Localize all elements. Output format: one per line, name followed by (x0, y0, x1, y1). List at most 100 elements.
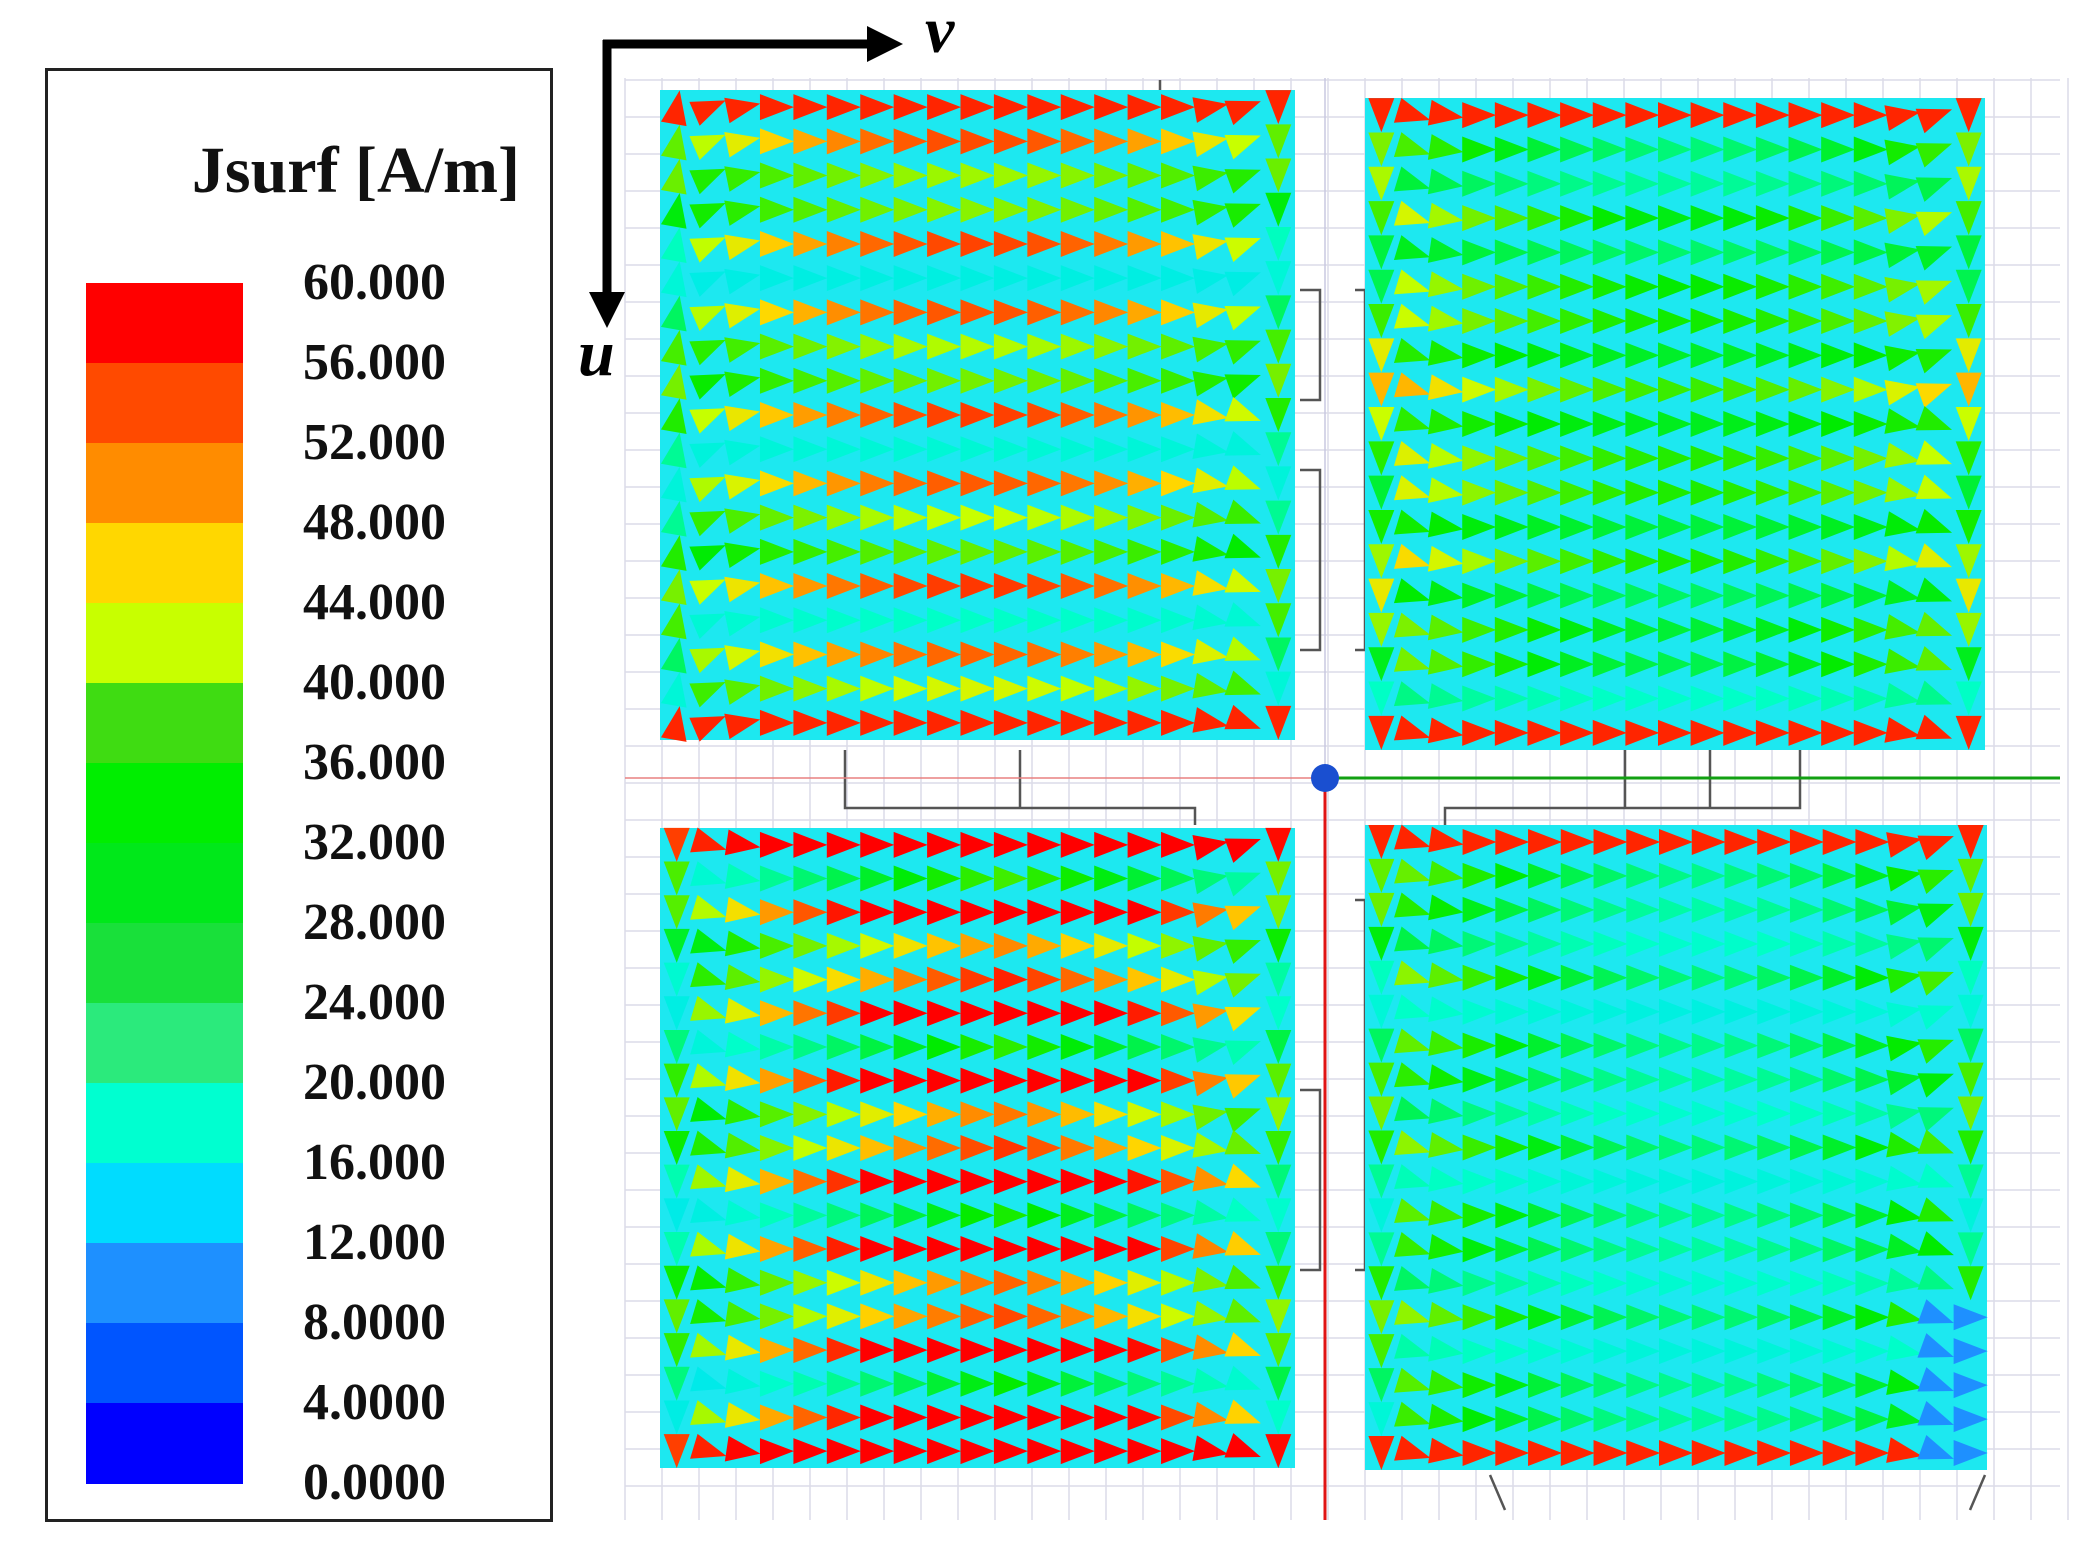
current-arrow (1560, 170, 1595, 197)
current-arrow (1884, 379, 1921, 406)
current-arrow (1593, 1202, 1628, 1229)
current-arrow (927, 1135, 962, 1161)
legend-color-band (86, 683, 243, 764)
current-arrow (1192, 1334, 1229, 1360)
current-arrow (1755, 685, 1790, 712)
current-arrow (1224, 1006, 1261, 1032)
current-arrow (1192, 672, 1229, 699)
current-arrow (993, 966, 1028, 993)
current-arrow (1560, 376, 1595, 403)
current-arrow (689, 305, 726, 332)
current-arrow (1691, 930, 1726, 957)
current-arrow (1161, 1303, 1196, 1330)
current-arrow (793, 1033, 828, 1060)
current-arrow (893, 1370, 928, 1397)
current-arrow (1368, 960, 1395, 995)
current-arrow (1625, 651, 1660, 678)
current-arrow (663, 1333, 690, 1368)
legend-color-band (86, 843, 243, 924)
current-arrow (893, 1404, 928, 1431)
current-arrow (1494, 102, 1529, 129)
current-arrow (1528, 1134, 1563, 1161)
current-arrow (793, 1236, 828, 1263)
current-arrow (1957, 1198, 1984, 1233)
current-arrow (1821, 445, 1856, 472)
current-arrow (1060, 1236, 1095, 1263)
current-arrow (689, 374, 726, 400)
current-arrow (826, 1438, 861, 1465)
current-arrow (1626, 1270, 1661, 1297)
current-arrow (1495, 930, 1530, 957)
current-arrow (1560, 102, 1595, 129)
current-arrow (1789, 1236, 1824, 1263)
current-arrow (1757, 1440, 1792, 1467)
current-arrow (826, 299, 861, 326)
current-arrow (826, 1067, 861, 1094)
current-arrow (1822, 1440, 1857, 1467)
current-arrow (1886, 1335, 1922, 1362)
current-arrow (1593, 1372, 1628, 1399)
feed-line (1968, 1474, 1987, 1511)
current-arrow (1224, 602, 1261, 627)
current-arrow (1593, 1066, 1628, 1093)
current-arrow (1527, 273, 1562, 300)
current-arrow (1789, 1372, 1824, 1399)
current-arrow (759, 573, 794, 600)
current-arrow (1723, 616, 1758, 643)
current-arrow (1626, 1372, 1661, 1399)
current-arrow (1593, 964, 1628, 991)
current-arrow (893, 899, 928, 926)
current-arrow (1127, 865, 1162, 892)
current-arrow (663, 1131, 690, 1165)
current-arrow (1127, 1337, 1162, 1364)
current-arrow (1658, 445, 1692, 472)
current-arrow (1224, 1074, 1261, 1099)
current-arrow (1724, 828, 1759, 855)
current-arrow (1560, 1100, 1595, 1127)
current-arrow (1393, 543, 1431, 569)
current-arrow (1192, 1165, 1229, 1192)
current-arrow (1495, 1338, 1530, 1365)
current-arrow (1723, 513, 1758, 540)
current-arrow (1853, 513, 1888, 540)
current-arrow (1560, 479, 1595, 506)
current-arrow (1060, 1101, 1095, 1128)
current-arrow (1853, 719, 1888, 746)
current-arrow (1915, 211, 1953, 237)
current-arrow (1626, 862, 1661, 889)
current-arrow (1265, 1400, 1292, 1435)
current-arrow (759, 865, 794, 892)
current-arrow (1494, 651, 1529, 678)
current-arrow (1855, 930, 1890, 957)
current-arrow (793, 1067, 828, 1094)
current-arrow (893, 94, 928, 121)
current-arrow (793, 573, 828, 600)
current-arrow (993, 128, 1028, 155)
current-arrow (1757, 828, 1792, 855)
current-arrow (1884, 442, 1921, 469)
current-arrow (1757, 998, 1792, 1025)
current-arrow (1691, 998, 1726, 1025)
current-arrow (1368, 98, 1395, 133)
current-arrow (1094, 607, 1129, 634)
current-arrow (927, 265, 962, 292)
current-arrow (1691, 1168, 1726, 1195)
current-arrow (1368, 304, 1395, 339)
current-arrow (1917, 1265, 1954, 1290)
current-arrow (1027, 932, 1062, 959)
current-arrow (759, 196, 794, 223)
current-arrow (1917, 1163, 1954, 1188)
current-arrow (1690, 102, 1725, 129)
current-arrow (1886, 1035, 1922, 1062)
current-arrow (1690, 308, 1725, 335)
feed-line (1300, 1088, 1322, 1272)
current-arrow (1723, 651, 1758, 678)
current-arrow (1027, 230, 1062, 257)
current-arrow (1855, 1066, 1890, 1093)
current-arrow (960, 1033, 995, 1060)
current-arrow (1724, 1440, 1759, 1467)
current-arrow (826, 470, 861, 497)
current-arrow (826, 1202, 861, 1229)
current-arrow (993, 573, 1028, 600)
current-arrow (1592, 170, 1627, 197)
